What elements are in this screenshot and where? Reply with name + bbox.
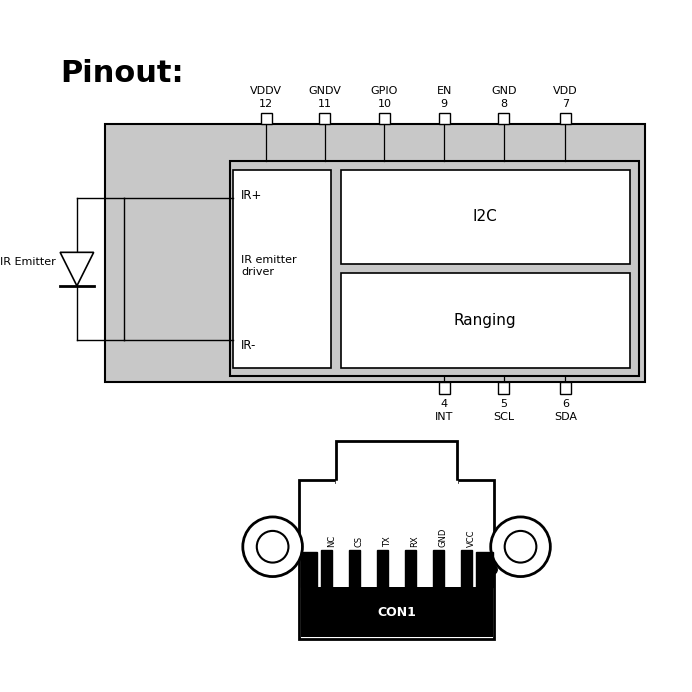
Bar — [319, 113, 330, 124]
Circle shape — [257, 531, 289, 563]
Text: GNDV: GNDV — [309, 86, 341, 96]
Text: GND: GND — [439, 528, 448, 547]
Text: RX: RX — [410, 536, 419, 547]
Text: Pinout:: Pinout: — [60, 59, 184, 88]
Text: IR+: IR+ — [241, 188, 262, 201]
Bar — [233, 170, 331, 368]
Bar — [379, 113, 390, 124]
Text: 12: 12 — [259, 99, 273, 109]
Text: VDDV: VDDV — [250, 86, 282, 96]
Text: 10: 10 — [377, 99, 392, 109]
Text: TX: TX — [383, 536, 392, 547]
Text: CON1: CON1 — [377, 606, 416, 619]
Bar — [299, 480, 494, 639]
Bar — [340, 170, 630, 264]
Bar — [349, 550, 361, 590]
Bar — [300, 588, 493, 637]
Bar — [260, 113, 272, 124]
Bar — [560, 113, 571, 124]
Text: SCL: SCL — [493, 412, 514, 422]
Bar — [433, 550, 444, 590]
Text: NC: NC — [327, 535, 336, 547]
Text: GND: GND — [491, 86, 516, 96]
Circle shape — [491, 517, 550, 576]
Circle shape — [243, 517, 302, 576]
Bar — [498, 383, 509, 394]
Text: SDA: SDA — [554, 412, 576, 422]
Bar — [105, 124, 646, 383]
Bar — [336, 441, 457, 482]
Text: Ranging: Ranging — [454, 313, 516, 328]
Bar — [230, 161, 639, 376]
Text: IR-: IR- — [241, 338, 256, 352]
Bar — [405, 550, 416, 590]
Text: INT: INT — [435, 412, 453, 422]
Text: GPIO: GPIO — [371, 86, 398, 96]
Text: 11: 11 — [318, 99, 331, 109]
Text: EN: EN — [437, 86, 452, 96]
Text: VCC: VCC — [466, 530, 475, 547]
Bar — [476, 552, 493, 588]
Bar — [461, 550, 472, 590]
Text: 4: 4 — [441, 399, 448, 409]
Text: IR emitter
driver: IR emitter driver — [241, 255, 297, 277]
Circle shape — [504, 531, 536, 563]
Text: 9: 9 — [441, 99, 448, 109]
Text: IR Emitter: IR Emitter — [0, 257, 55, 266]
Text: VDD: VDD — [553, 86, 578, 96]
Bar — [300, 552, 318, 588]
Text: I2C: I2C — [473, 210, 498, 224]
Polygon shape — [60, 253, 93, 286]
Circle shape — [488, 565, 498, 574]
Text: 7: 7 — [562, 99, 569, 109]
Text: CS: CS — [354, 536, 363, 547]
Bar — [439, 113, 450, 124]
Text: 6: 6 — [562, 399, 569, 409]
Bar — [340, 273, 630, 368]
Bar — [321, 550, 332, 590]
Bar — [498, 113, 509, 124]
Text: 8: 8 — [500, 99, 507, 109]
Bar — [560, 383, 571, 394]
Text: 5: 5 — [500, 399, 507, 409]
Bar — [439, 383, 450, 394]
Bar — [377, 550, 388, 590]
